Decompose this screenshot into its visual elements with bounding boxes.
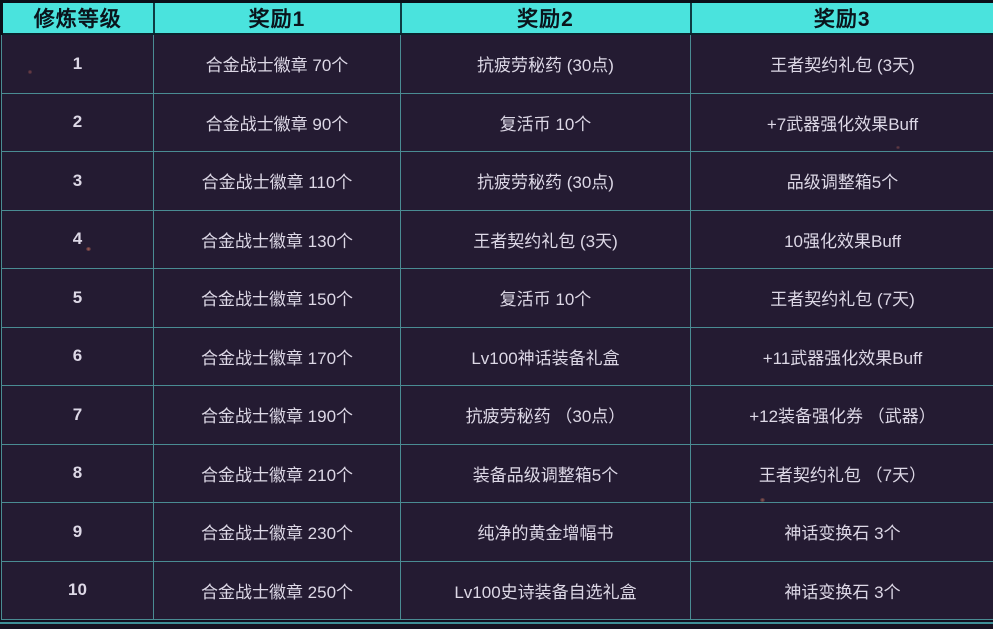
reward3-cell: 神话变换石 3个 [690, 502, 993, 562]
reward1-cell: 合金战士徽章 90个 [153, 92, 401, 152]
level-cell: 2 [1, 92, 154, 152]
level-cell: 8 [1, 443, 154, 503]
reward3-cell: 王者契约礼包 (3天) [690, 33, 993, 94]
reward2-cell: 抗疲劳秘药 (30点) [400, 151, 691, 211]
bottom-edge-strip [0, 622, 993, 629]
reward2-cell: 王者契约礼包 (3天) [400, 209, 691, 269]
column-header-reward1: 奖励1 [152, 0, 402, 35]
column-header-reward3: 奖励3 [689, 0, 993, 35]
table-row: 10 合金战士徽章 250个 Lv100史诗装备自选礼盒 神话变换石 3个 [1, 560, 993, 620]
reward1-cell: 合金战士徽章 70个 [153, 33, 401, 94]
reward3-cell: 品级调整箱5个 [690, 151, 993, 211]
table-row: 9 合金战士徽章 230个 纯净的黄金增幅书 神话变换石 3个 [1, 502, 993, 562]
table-row: 8 合金战士徽章 210个 装备品级调整箱5个 王者契约礼包 （7天） [1, 443, 993, 503]
reward3-cell: +7武器强化效果Buff [690, 92, 993, 152]
table-row: 2 合金战士徽章 90个 复活币 10个 +7武器强化效果Buff [1, 92, 993, 152]
reward3-cell: 神话变换石 3个 [690, 560, 993, 620]
reward3-cell: 王者契约礼包 (7天) [690, 268, 993, 328]
level-cell: 5 [1, 268, 154, 328]
table-row: 1 合金战士徽章 70个 抗疲劳秘药 (30点) 王者契约礼包 (3天) [1, 33, 993, 94]
reward2-cell: 复活币 10个 [400, 268, 691, 328]
reward3-cell: +12装备强化券 （武器） [690, 385, 993, 445]
reward1-cell: 合金战士徽章 190个 [153, 385, 401, 445]
reward1-cell: 合金战士徽章 250个 [153, 560, 401, 620]
column-header-reward2: 奖励2 [399, 0, 692, 35]
reward2-cell: 装备品级调整箱5个 [400, 443, 691, 503]
level-cell: 9 [1, 502, 154, 562]
reward1-cell: 合金战士徽章 230个 [153, 502, 401, 562]
reward1-cell: 合金战士徽章 210个 [153, 443, 401, 503]
reward1-cell: 合金战士徽章 170个 [153, 326, 401, 386]
level-cell: 10 [1, 560, 154, 620]
reward3-cell: +11武器强化效果Buff [690, 326, 993, 386]
column-header-level: 修炼等级 [0, 0, 155, 35]
level-cell: 3 [1, 151, 154, 211]
reward2-cell: 复活币 10个 [400, 92, 691, 152]
table-header-row: 修炼等级 奖励1 奖励2 奖励3 [0, 0, 993, 35]
level-cell: 7 [1, 385, 154, 445]
reward2-cell: 抗疲劳秘药 (30点) [400, 33, 691, 94]
table-row: 7 合金战士徽章 190个 抗疲劳秘药 （30点） +12装备强化券 （武器） [1, 385, 993, 445]
reward2-cell: Lv100神话装备礼盒 [400, 326, 691, 386]
reward1-cell: 合金战士徽章 130个 [153, 209, 401, 269]
reward1-cell: 合金战士徽章 150个 [153, 268, 401, 328]
table-row: 4 合金战士徽章 130个 王者契约礼包 (3天) 10强化效果Buff [1, 209, 993, 269]
level-cell: 6 [1, 326, 154, 386]
table-row: 5 合金战士徽章 150个 复活币 10个 王者契约礼包 (7天) [1, 268, 993, 328]
table-row: 3 合金战士徽章 110个 抗疲劳秘药 (30点) 品级调整箱5个 [1, 151, 993, 211]
table-row: 6 合金战士徽章 170个 Lv100神话装备礼盒 +11武器强化效果Buff [1, 326, 993, 386]
reward2-cell: 纯净的黄金增幅书 [400, 502, 691, 562]
reward3-cell: 王者契约礼包 （7天） [690, 443, 993, 503]
reward1-cell: 合金战士徽章 110个 [153, 151, 401, 211]
reward3-cell: 10强化效果Buff [690, 209, 993, 269]
reward2-cell: 抗疲劳秘药 （30点） [400, 385, 691, 445]
level-cell: 1 [1, 33, 154, 94]
reward2-cell: Lv100史诗装备自选礼盒 [400, 560, 691, 620]
level-cell: 4 [1, 209, 154, 269]
